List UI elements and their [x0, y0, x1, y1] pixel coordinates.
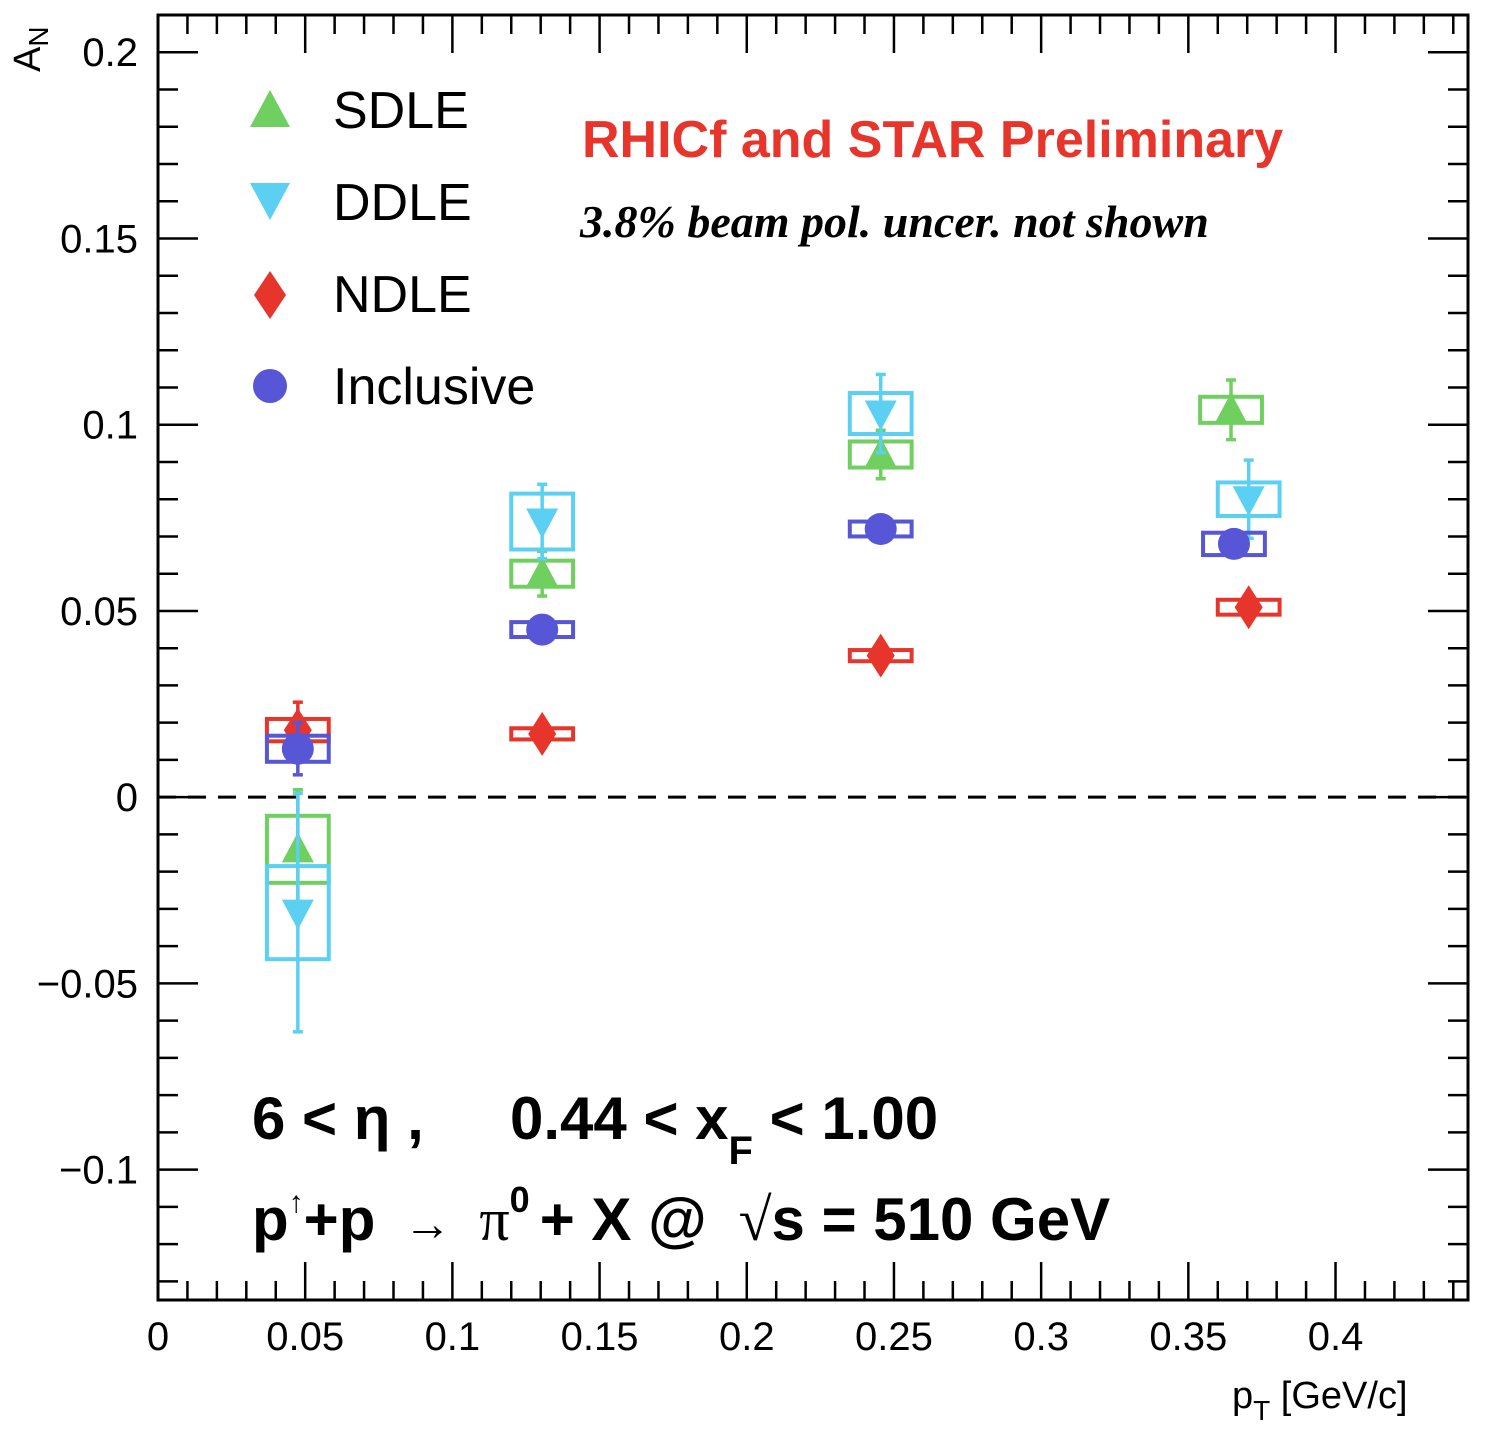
y-tick-label: 0.15	[60, 217, 138, 261]
rxn-pi: π	[479, 1187, 509, 1253]
legend-label-inclusive: Inclusive	[333, 358, 535, 416]
rxn-p2: +p	[304, 1186, 376, 1253]
ddle-marker	[864, 400, 897, 431]
y-tick-label: 0.1	[82, 404, 138, 448]
beam-pol-note: 3.8% beam pol. uncer. not shown	[579, 196, 1209, 247]
y-tick-label: −0.05	[37, 962, 138, 1006]
y-tick-label: 0.05	[60, 590, 138, 634]
x-tick-label: 0.1	[425, 1315, 481, 1359]
y-axis-title-main: A	[7, 46, 49, 72]
ddle-marker	[526, 508, 559, 539]
x-tick-label: 0	[147, 1315, 169, 1359]
ddle-sys-box	[264, 864, 331, 962]
rxn-sqrt: √	[739, 1187, 772, 1253]
legend-label-ddle: DDLE	[333, 174, 472, 232]
x-axis-title: pT [GeV/c]	[1232, 1375, 1408, 1426]
ndle-marker	[1234, 585, 1263, 630]
rxn-spin: ↑	[289, 1186, 304, 1219]
x-tick-label: 0.3	[1013, 1315, 1069, 1359]
sdle-marker	[1215, 392, 1248, 423]
inclusive-marker	[526, 613, 559, 646]
legend-marker-inclusive	[253, 369, 287, 403]
reaction-label: p↑+p → π0 + X @ √s = 510 GeV	[252, 1179, 1110, 1253]
ndle-marker	[866, 633, 895, 678]
x-tick-label: 0.35	[1149, 1315, 1227, 1359]
x-axis-title-main: p	[1232, 1375, 1253, 1417]
kin-xf-sub: F	[729, 1129, 753, 1173]
kin-eta-text: 6 < η ,	[252, 1085, 424, 1152]
y-axis-title-sub: N	[23, 26, 54, 46]
y-tick-label: 0.2	[82, 31, 138, 75]
plot-frame	[156, 13, 1470, 1302]
kin-eta: 6 < η ,	[252, 1085, 424, 1152]
rxn-x: + X @	[540, 1186, 707, 1253]
legend-marker-ndle	[254, 271, 286, 319]
inclusive-marker	[281, 732, 314, 765]
x-axis-title-sub: T	[1253, 1395, 1270, 1426]
rxn-pi-sup: 0	[510, 1179, 530, 1220]
inclusive-marker	[1217, 527, 1250, 560]
reaction-text: p↑+p → π0 + X @ √s = 510 GeV	[252, 1179, 1110, 1253]
legend: SDLE DDLE NDLE Inclusive	[250, 82, 535, 416]
preliminary-label: RHICf and STAR Preliminary	[582, 111, 1283, 169]
ndle-marker	[528, 711, 557, 756]
ddle-sys-box	[847, 391, 914, 437]
plot-layer: 0 0.05 0.1 0.15 0.2 0.25 0.3 0.35 0.4 −0.1 −0.05 0 0…	[37, 13, 1470, 1359]
y-axis-title: AN	[7, 26, 54, 72]
x-axis-title-unit: [GeV/c]	[1270, 1375, 1407, 1417]
x-tick-label: 0.05	[266, 1315, 344, 1359]
x-tick-label: 0.2	[719, 1315, 775, 1359]
sdle-marker	[526, 556, 559, 587]
x-tick-label: 0.25	[855, 1315, 933, 1359]
x-tick-label: 0.15	[561, 1315, 639, 1359]
kin-xf-pre: 0.44 < x	[510, 1085, 729, 1152]
ddle-marker	[281, 899, 314, 930]
ddle-sys-box	[509, 491, 576, 552]
kin-xf: 0.44 < xF < 1.00	[510, 1085, 938, 1173]
kinematics-label: 6 < η , 0.44 < xF < 1.00	[252, 1085, 938, 1173]
x-tick-label: 0.4	[1308, 1315, 1364, 1359]
y-axis-title-group: AN	[7, 26, 54, 72]
legend-marker-sdle	[250, 90, 290, 127]
legend-label-ndle: NDLE	[333, 266, 472, 324]
legend-label-sdle: SDLE	[333, 82, 469, 140]
ddle-marker	[1232, 486, 1265, 517]
inclusive-marker	[864, 513, 897, 545]
rxn-p1: p	[252, 1186, 289, 1253]
y-tick-label: 0	[116, 776, 138, 820]
kin-xf-post: < 1.00	[753, 1085, 938, 1152]
y-tick-label: −0.1	[59, 1149, 138, 1193]
rxn-arrow: →	[403, 1198, 451, 1251]
legend-marker-ddle	[250, 183, 290, 220]
rxn-s: s = 510 GeV	[772, 1186, 1111, 1253]
